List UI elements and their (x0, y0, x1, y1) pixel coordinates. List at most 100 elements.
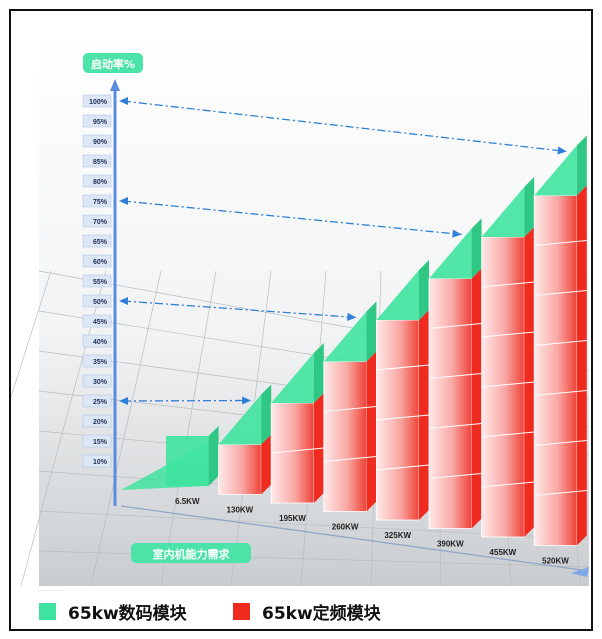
legend-fixed-label: 65kw定频模块 (262, 603, 381, 624)
bar-digital-side-3 (366, 301, 377, 362)
guide-arrow (122, 100, 567, 153)
guide-arrow-head (347, 312, 357, 321)
bar-cell-line (534, 340, 587, 346)
floor-line (90, 270, 162, 587)
x-axis-label: 室内机能力需求 (153, 547, 231, 561)
y-tick-label: 65% (93, 239, 108, 246)
y-tick-box (82, 394, 112, 408)
y-tick-label: 50% (93, 299, 108, 306)
bar-cell-line (376, 464, 430, 471)
y-tick-label: 90% (93, 139, 108, 146)
bar-fixed-7 (533, 195, 578, 546)
bar-cell-line (481, 281, 535, 288)
y-tick-box (82, 294, 112, 308)
bar-cell-line (481, 431, 535, 438)
bar-digital-5 (429, 228, 472, 279)
bar-cell-line (534, 490, 587, 496)
x-labels: 6.5KW 130KW 195KW 260KW 325KW 390KW 455KW 520KW (175, 497, 569, 566)
y-tick-label: 100% (89, 99, 108, 106)
y-tick-label: 10% (93, 459, 108, 466)
guide-arrow-tail (119, 97, 128, 105)
bar-cell-line (481, 331, 535, 338)
x-axis-title: 室内机能力需求 (131, 543, 251, 563)
bar-cell-line (534, 290, 587, 296)
floor-line (38, 550, 590, 568)
bar-fixed-side-1 (261, 434, 272, 495)
y-tick-box (82, 214, 112, 228)
bar-digital-side-6 (524, 177, 535, 237)
x-tick-label: 6.5KW (175, 497, 200, 506)
legend-fixed: 65kw定频模块 (233, 596, 381, 626)
guide-arrow-head (452, 229, 462, 238)
chart-svg: 10% 15% 20% 25% 30% 35% 40% 45% 50% 55% 60% 65% 70% 7… (11, 31, 590, 591)
y-tick-label: 55% (93, 279, 108, 286)
y-axis-title: 启动率% (83, 53, 143, 73)
y-ticks: 10% 15% 20% 25% 30% 35% 40% 45% 50% 55% 60% 65% 70% 7… (82, 94, 112, 468)
guide-arrow-head (557, 146, 567, 155)
y-tick-label: 75% (93, 199, 108, 206)
legend-fixed-swatch (233, 602, 250, 620)
x-tick-label: 455KW (490, 548, 517, 557)
y-tick-box (82, 234, 112, 248)
y-tick-box (82, 94, 112, 108)
y-tick-label: 30% (93, 379, 108, 386)
guide-arrow (122, 200, 462, 236)
y-tick-box (82, 274, 112, 288)
bar-cell-line (534, 440, 587, 446)
y-tick-label: 20% (93, 419, 108, 426)
bar-digital-side-7 (576, 135, 587, 196)
bar-cell-line (428, 423, 482, 429)
bar-cell-line (271, 447, 324, 454)
x-axis-line (120, 505, 590, 572)
x-tick-label: 195KW (279, 514, 306, 523)
bar-digital-side-2 (313, 343, 324, 403)
guide-arrows (119, 97, 567, 405)
legend-digital-swatch (39, 602, 56, 620)
legend-digital-label: 65kw数码模块 (68, 603, 187, 624)
legend-digital: 65kw数码模块 (39, 596, 187, 626)
y-axis (110, 79, 589, 577)
bar-digital-4 (376, 270, 419, 320)
bar-digital-3 (323, 311, 367, 362)
y-tick-label: 85% (93, 159, 108, 166)
y-tick-box (82, 374, 112, 388)
y-tick-label: 15% (93, 439, 108, 446)
y-tick-box (82, 314, 112, 328)
y-tick-box (82, 254, 112, 268)
x-tick-label: 520KW (542, 557, 569, 566)
guide-arrow-tail (119, 297, 128, 305)
bar-cell-line (428, 373, 482, 379)
y-tick-label: 40% (93, 339, 108, 346)
guide-arrow (122, 300, 357, 319)
y-tick-box (82, 194, 112, 208)
y-tick-label: 95% (93, 119, 108, 126)
x-axis-arrowhead (571, 567, 589, 577)
bar-fixed-2 (270, 402, 315, 504)
y-tick-box (82, 334, 112, 348)
guide-arrow-tail (119, 397, 128, 405)
y-tick-box (82, 154, 112, 168)
bar-cell-line (376, 364, 430, 371)
bar-fixed-6 (481, 236, 525, 538)
bar-fixed-3 (323, 361, 367, 512)
y-tick-box (82, 454, 112, 468)
bar-digital-1 (218, 394, 262, 445)
y-axis-label: 启动率% (91, 57, 135, 71)
y-tick-label: 80% (93, 179, 108, 186)
y-tick-box (82, 114, 112, 128)
bar-cell-line (376, 414, 430, 421)
y-tick-box (82, 174, 112, 188)
y-tick-label: 60% (93, 259, 108, 266)
guide-arrow (122, 399, 252, 402)
bar-fixed-side-5 (471, 268, 482, 529)
y-tick-label: 25% (93, 399, 108, 406)
bar-digital-2 (271, 353, 314, 403)
x-tick-label: 325KW (384, 531, 411, 540)
guide-arrow-head (242, 396, 252, 405)
y-tick-box (82, 354, 112, 368)
guide-arrow-tail (119, 197, 128, 205)
bar-digital-side-4 (419, 260, 429, 320)
x-tick-label: 130KW (227, 506, 254, 515)
bar-digital-7 (534, 145, 577, 196)
bar-cell-line (323, 456, 377, 462)
